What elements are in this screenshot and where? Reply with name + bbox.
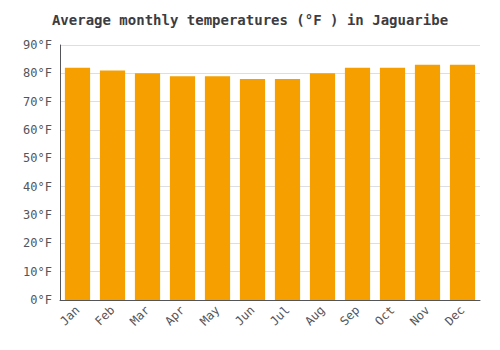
svg-text:Dec: Dec (442, 303, 467, 328)
svg-text:Feb: Feb (92, 303, 117, 328)
svg-text:40°F: 40°F (23, 180, 52, 194)
svg-text:20°F: 20°F (23, 236, 52, 250)
svg-text:Apr: Apr (162, 303, 187, 328)
svg-text:Jul: Jul (267, 303, 292, 328)
svg-text:0°F: 0°F (30, 293, 52, 307)
svg-text:Jun: Jun (232, 303, 257, 328)
svg-text:Mar: Mar (127, 303, 152, 328)
svg-text:Oct: Oct (372, 303, 397, 328)
svg-text:May: May (197, 303, 222, 328)
svg-text:30°F: 30°F (23, 208, 52, 222)
svg-text:80°F: 80°F (23, 66, 52, 80)
svg-text:Average monthly temperatures (: Average monthly temperatures (°F ) in Ja… (52, 12, 448, 28)
svg-text:70°F: 70°F (23, 95, 52, 109)
svg-text:10°F: 10°F (23, 265, 52, 279)
svg-text:Jan: Jan (57, 303, 82, 328)
svg-text:Nov: Nov (407, 303, 432, 328)
svg-text:50°F: 50°F (23, 151, 52, 165)
svg-text:Sep: Sep (337, 303, 362, 328)
svg-text:Aug: Aug (302, 303, 327, 328)
svg-text:60°F: 60°F (23, 123, 52, 137)
svg-text:90°F: 90°F (23, 38, 52, 52)
